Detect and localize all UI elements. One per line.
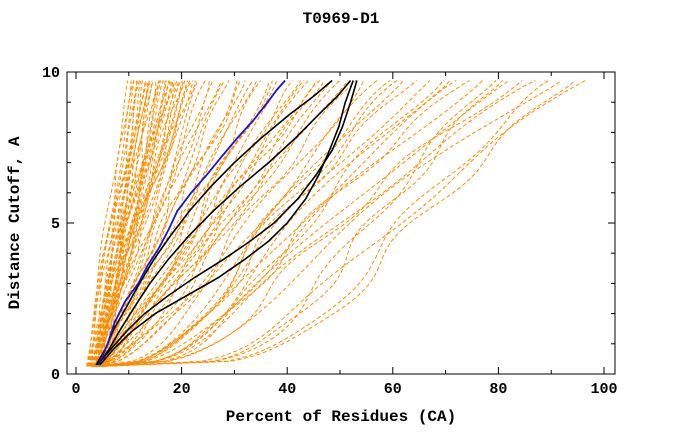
model-curves xyxy=(94,80,576,367)
model-curves xyxy=(101,80,317,367)
x-tick-label: 0 xyxy=(71,381,80,398)
axes-layer: 0 20 40 60 80 100 0 5 10 xyxy=(42,65,618,398)
model-curves xyxy=(96,80,142,367)
model-curves xyxy=(93,80,470,367)
model-curves xyxy=(95,80,147,367)
model-curves xyxy=(95,80,301,367)
model-curves xyxy=(103,80,563,367)
model-curves xyxy=(94,80,258,367)
y-tick-label: 0 xyxy=(51,367,60,384)
model-curves xyxy=(93,80,321,367)
model-curves xyxy=(94,80,214,367)
curves-layer xyxy=(86,79,586,367)
y-tick-label: 10 xyxy=(42,65,60,82)
model-curves xyxy=(100,80,285,367)
model-curves xyxy=(98,80,586,367)
model-curves xyxy=(102,80,349,367)
model-curves xyxy=(101,80,398,367)
model-curves xyxy=(97,80,153,367)
model-curves xyxy=(96,80,431,367)
y-tick-label: 5 xyxy=(51,216,60,233)
model-curves xyxy=(98,80,273,367)
model-curves xyxy=(91,80,206,367)
x-tick-label: 60 xyxy=(384,381,402,398)
model-curves xyxy=(92,80,293,367)
model-curves xyxy=(100,80,305,367)
model-curves xyxy=(97,80,391,367)
model-curves xyxy=(94,80,188,367)
model-curves xyxy=(99,80,497,367)
plot-title: T0969-D1 xyxy=(303,10,380,28)
model-curves xyxy=(93,80,357,367)
model-curves xyxy=(90,80,230,367)
model-curves xyxy=(92,80,325,367)
model-curves xyxy=(92,80,417,367)
model-curves xyxy=(102,80,226,367)
reference-curves xyxy=(96,80,358,366)
x-tick-label: 40 xyxy=(278,381,296,398)
model-curves xyxy=(98,80,503,367)
model-curves xyxy=(86,80,129,367)
model-curves xyxy=(100,80,549,367)
x-tick-label: 100 xyxy=(590,381,617,398)
model-curves xyxy=(88,80,139,367)
model-curves xyxy=(92,80,174,367)
model-curves xyxy=(87,80,146,367)
reference-curves xyxy=(95,79,333,366)
highlight-curve xyxy=(97,79,286,366)
model-curves xyxy=(96,80,483,367)
reference-curves xyxy=(99,80,354,366)
x-tick-label: 80 xyxy=(489,381,507,398)
model-curves xyxy=(91,80,262,367)
x-tick-label: 20 xyxy=(173,381,191,398)
model-curves xyxy=(95,80,333,367)
reference-curves xyxy=(97,79,352,366)
y-axis-label: Distance Cutoff, A xyxy=(6,136,24,309)
model-curves xyxy=(99,80,182,367)
x-axis-label: Percent of Residues (CA) xyxy=(226,408,456,426)
model-curves xyxy=(101,80,185,367)
model-curves xyxy=(92,80,199,367)
model-curves xyxy=(97,80,536,367)
model-curves xyxy=(91,80,186,367)
model-curves xyxy=(94,80,378,367)
